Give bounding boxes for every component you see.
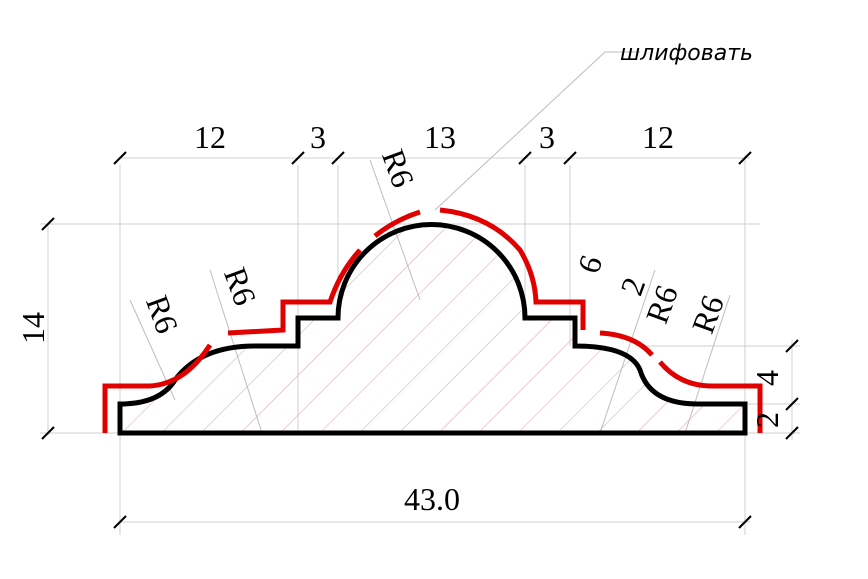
dim-right-2: 2 [749,412,785,428]
grinding-line [599,330,654,357]
radius-label-5: R6 [684,291,731,338]
radius-label-2: R6 [217,263,264,310]
grinding-line [658,360,763,433]
profile-outline [117,222,748,436]
dimension-ticks [41,151,799,529]
dim-top-3: 13 [424,119,456,155]
radius-label-1: R6 [139,291,186,338]
grind-note: шлифовать [620,41,753,66]
dim-top-2: 3 [310,119,326,155]
dim-right-4: 4 [749,370,785,386]
dim-overall-width: 43.0 [404,481,460,517]
grinding-line [102,343,213,433]
dim-overall-height: 14 [15,312,51,344]
dim-inner-6: 6 [570,251,609,278]
grinding-line [227,248,362,336]
dim-top-5: 12 [642,119,674,155]
dim-top-4: 3 [539,119,555,155]
dimension-lines [47,157,793,523]
dim-top-1: 12 [194,119,226,155]
grinding-line [373,209,421,238]
radius-label-3: R6 [375,145,422,192]
grinding-line [439,207,586,330]
